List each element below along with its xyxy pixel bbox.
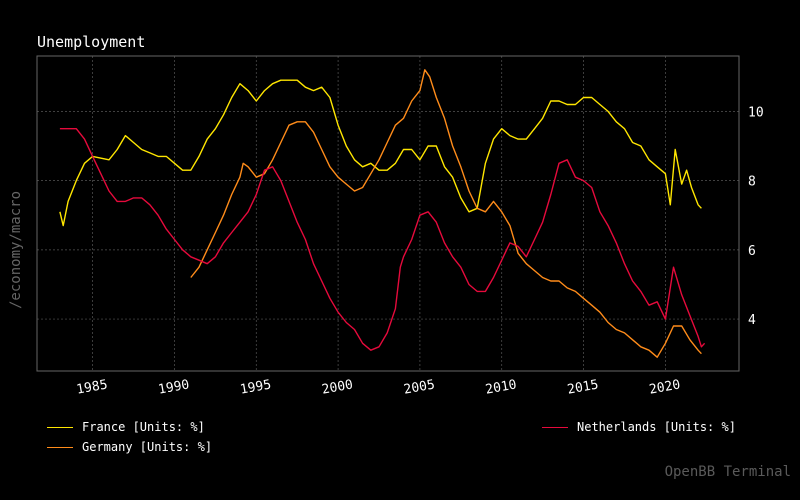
legend-label-netherlands: Netherlands [Units: %] (577, 420, 736, 434)
y-tick-label: 4 (748, 313, 756, 328)
chart-grid (37, 56, 739, 371)
series-line-france (59, 79, 702, 227)
x-tick-label: 2005 (403, 377, 436, 397)
side-label: /economy/macro (8, 190, 24, 310)
x-tick-label: 1985 (75, 377, 108, 397)
legend-item-france: France [Units: %] (47, 420, 205, 434)
y-axis-ticks: 4 6 8 10 (748, 105, 764, 328)
legend-label-france: France [Units: %] (82, 420, 205, 434)
chart-lines (59, 69, 706, 358)
series-line-netherlands (59, 127, 706, 351)
legend-label-germany: Germany [Units: %] (82, 440, 213, 454)
y-tick-label: 8 (748, 175, 756, 190)
y-tick-label: 10 (748, 105, 764, 120)
legend-item-germany: Germany [Units: %] (47, 440, 212, 454)
x-tick-label: 1995 (239, 377, 272, 397)
x-tick-label: 1990 (157, 377, 190, 397)
plot-frame (36, 55, 740, 372)
x-tick-label: 2020 (648, 377, 681, 397)
x-tick-label: 2000 (321, 377, 354, 397)
chart-title: Unemployment (37, 33, 146, 51)
series-line-germany (190, 69, 702, 358)
watermark: OpenBB Terminal (664, 464, 791, 480)
x-tick-label: 2015 (566, 377, 599, 397)
y-tick-label: 6 (748, 244, 756, 259)
x-tick-label: 2010 (484, 377, 517, 397)
legend-swatch-netherlands (542, 426, 568, 428)
legend-swatch-germany (47, 446, 73, 448)
x-axis-ticks: 1985 1990 1995 2000 2005 2010 2015 2020 (75, 377, 681, 397)
legend-item-netherlands: Netherlands [Units: %] (542, 420, 736, 434)
legend-swatch-france (47, 426, 73, 428)
